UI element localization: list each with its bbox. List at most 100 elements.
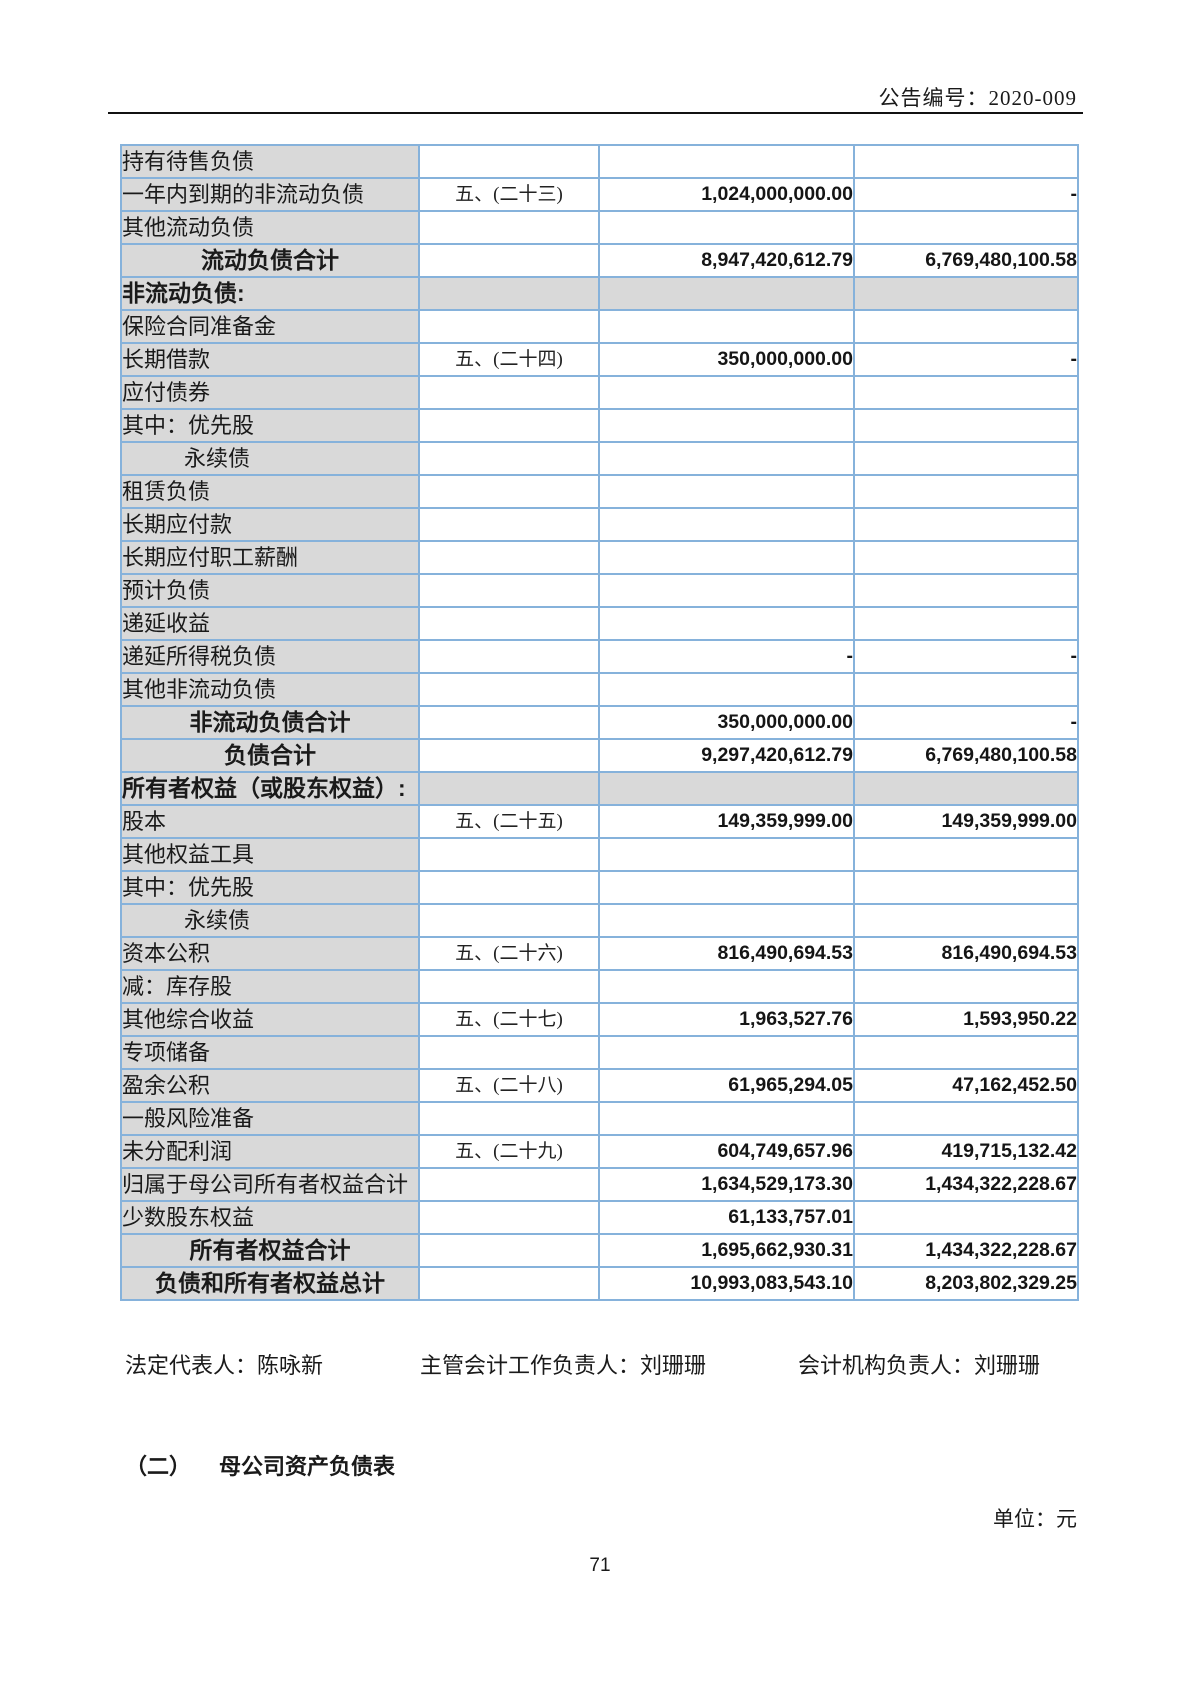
row-note-cell [418, 276, 600, 311]
row-previous-cell [853, 276, 1079, 311]
table-row: 持有待售负债 [120, 144, 1079, 179]
row-note-cell: 五、(二十七) [418, 1002, 600, 1037]
row-note-cell [418, 1101, 600, 1136]
row-label-cell: 流动负债合计 [120, 243, 420, 278]
row-previous-cell [853, 441, 1079, 476]
row-note-cell [418, 1167, 600, 1202]
table-row: 一年内到期的非流动负债 五、(二十三) 1,024,000,000.00 - [120, 177, 1079, 212]
row-label-cell: 应付债券 [120, 375, 420, 410]
row-note-cell [418, 408, 600, 443]
row-note-cell [418, 903, 600, 938]
row-label-cell: 递延所得税负债 [120, 639, 420, 674]
row-current-cell: 816,490,694.53 [598, 936, 855, 971]
row-note-cell [418, 507, 600, 542]
row-note-cell [418, 1266, 600, 1301]
row-note-cell [418, 375, 600, 410]
table-row: 专项储备 [120, 1035, 1079, 1070]
row-previous-cell: 419,715,132.42 [853, 1134, 1079, 1169]
row-current-cell: 61,133,757.01 [598, 1200, 855, 1235]
balance-sheet-table: 持有待售负债 一年内到期的非流动负债 五、(二十三) 1,024,000,000… [120, 144, 1079, 1301]
table-row: 未分配利润 五、(二十九) 604,749,657.96 419,715,132… [120, 1134, 1079, 1169]
row-current-cell [598, 375, 855, 410]
row-label-cell: 资本公积 [120, 936, 420, 971]
row-current-cell [598, 1035, 855, 1070]
row-note-cell: 五、(二十四) [418, 342, 600, 377]
row-note-cell [418, 540, 600, 575]
row-previous-cell [853, 606, 1079, 641]
row-note-cell [418, 441, 600, 476]
row-label-cell: 负债和所有者权益总计 [120, 1266, 420, 1301]
row-previous-cell [853, 1101, 1079, 1136]
row-label-cell: 永续债 [120, 441, 420, 476]
row-current-cell: 61,965,294.05 [598, 1068, 855, 1103]
signature-accounting-supervisor: 主管会计工作负责人：刘珊珊 [420, 1353, 707, 1378]
section-number: （二） [125, 1454, 192, 1479]
row-current-cell [598, 408, 855, 443]
row-label-cell: 其他流动负债 [120, 210, 420, 245]
row-current-cell: 8,947,420,612.79 [598, 243, 855, 278]
row-current-cell [598, 903, 855, 938]
table-row: 减：库存股 [120, 969, 1079, 1004]
row-current-cell [598, 540, 855, 575]
row-label-cell: 其中：优先股 [120, 408, 420, 443]
row-note-cell: 五、(二十五) [418, 804, 600, 839]
row-note-cell [418, 474, 600, 509]
row-note-cell [418, 738, 600, 773]
section-title: 母公司资产负债表 [219, 1454, 396, 1479]
row-note-cell [418, 837, 600, 872]
table-row: 股本 五、(二十五) 149,359,999.00 149,359,999.00 [120, 804, 1079, 839]
table-row: 所有者权益合计 1,695,662,930.31 1,434,322,228.6… [120, 1233, 1079, 1268]
row-label-cell: 非流动负债: [120, 276, 420, 311]
table-row: 资本公积 五、(二十六) 816,490,694.53 816,490,694.… [120, 936, 1079, 971]
table-row: 递延所得税负债 - - [120, 639, 1079, 674]
row-current-cell: 1,963,527.76 [598, 1002, 855, 1037]
section-heading: （二） 母公司资产负债表 [125, 1449, 395, 1481]
row-previous-cell: 47,162,452.50 [853, 1068, 1079, 1103]
row-current-cell: 10,993,083,543.10 [598, 1266, 855, 1301]
row-current-cell: 9,297,420,612.79 [598, 738, 855, 773]
table-row: 长期应付职工薪酬 [120, 540, 1079, 575]
row-label-cell: 盈余公积 [120, 1068, 420, 1103]
row-label-cell: 持有待售负债 [120, 144, 420, 179]
row-previous-cell [853, 672, 1079, 707]
row-previous-cell: 1,434,322,228.67 [853, 1233, 1079, 1268]
table-row: 永续债 [120, 903, 1079, 938]
row-note-cell [418, 969, 600, 1004]
row-previous-cell [853, 540, 1079, 575]
row-label-cell: 其他权益工具 [120, 837, 420, 872]
row-note-cell [418, 672, 600, 707]
row-note-cell [418, 870, 600, 905]
row-previous-cell: 816,490,694.53 [853, 936, 1079, 971]
row-note-cell [418, 243, 600, 278]
row-previous-cell [853, 474, 1079, 509]
header-rule [108, 112, 1083, 114]
row-previous-cell: 1,434,322,228.67 [853, 1167, 1079, 1202]
row-label-cell: 保险合同准备金 [120, 309, 420, 344]
row-label-cell: 长期借款 [120, 342, 420, 377]
row-label-cell: 负债合计 [120, 738, 420, 773]
row-previous-cell [853, 408, 1079, 443]
table-row: 所有者权益（或股东权益）: [120, 771, 1079, 806]
table-row: 保险合同准备金 [120, 309, 1079, 344]
signature-line: 法定代表人：陈咏新 主管会计工作负责人：刘珊珊 会计机构负责人：刘珊珊 [0, 1348, 1200, 1380]
announcement-number: 公告编号：2020-009 [878, 86, 1077, 110]
signature-legal-representative: 法定代表人：陈咏新 [125, 1353, 324, 1378]
row-previous-cell [853, 870, 1079, 905]
table-row: 长期借款 五、(二十四) 350,000,000.00 - [120, 342, 1079, 377]
row-label-cell: 股本 [120, 804, 420, 839]
table-row: 流动负债合计 8,947,420,612.79 6,769,480,100.58 [120, 243, 1079, 278]
row-previous-cell: 6,769,480,100.58 [853, 243, 1079, 278]
row-note-cell [418, 639, 600, 674]
row-current-cell [598, 573, 855, 608]
table-row: 其中：优先股 [120, 870, 1079, 905]
row-previous-cell: - [853, 639, 1079, 674]
row-previous-cell: - [853, 177, 1079, 212]
balance-sheet-body: 持有待售负债 一年内到期的非流动负债 五、(二十三) 1,024,000,000… [120, 144, 1079, 1301]
row-label-cell: 其他综合收益 [120, 1002, 420, 1037]
table-row: 其他权益工具 [120, 837, 1079, 872]
row-current-cell: 350,000,000.00 [598, 342, 855, 377]
page-number: 71 [589, 1555, 611, 1576]
table-row: 其他非流动负债 [120, 672, 1079, 707]
row-label-cell: 永续债 [120, 903, 420, 938]
